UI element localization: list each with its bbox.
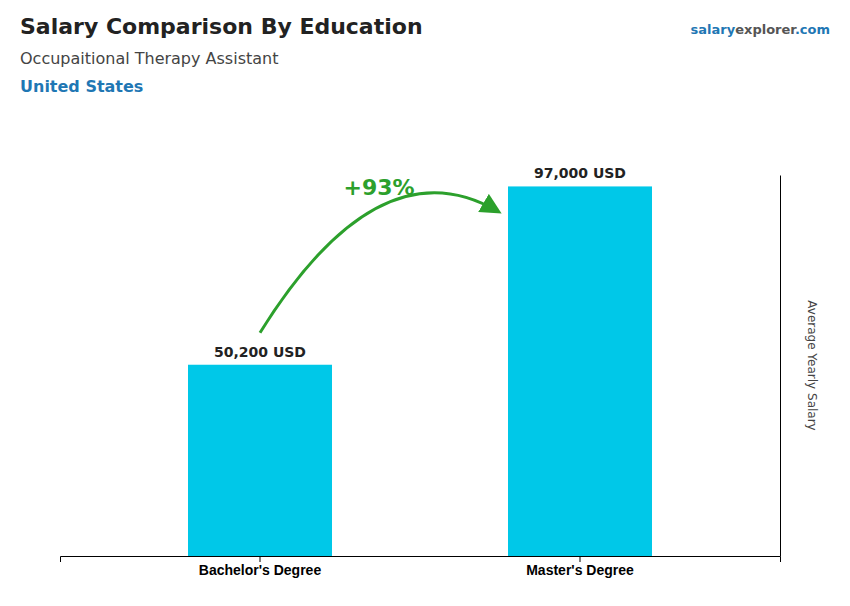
x-tick-label: Bachelor's Degree bbox=[199, 562, 322, 578]
x-tick: Master's Degree bbox=[526, 556, 634, 578]
bar bbox=[508, 186, 652, 556]
y-axis-title: Average Yearly Salary bbox=[805, 300, 819, 430]
data-label: 50,200 USD bbox=[214, 344, 306, 360]
bar bbox=[188, 365, 332, 556]
chart: Salary Comparison By Education Occupaitio… bbox=[0, 0, 850, 606]
data-label: 97,000 USD bbox=[534, 165, 626, 181]
x-axis: Bachelor's Degree Master's Degree bbox=[61, 556, 781, 578]
country: United States bbox=[20, 77, 143, 96]
plot: Bachelor's Degree Master's Degree 50,200 U… bbox=[61, 165, 781, 578]
y-axis bbox=[780, 176, 781, 557]
watermark-part: explorer bbox=[735, 22, 797, 37]
watermark-part: salary bbox=[691, 22, 736, 37]
watermark-part: .com bbox=[795, 22, 830, 37]
x-axis-line bbox=[61, 557, 781, 563]
bars bbox=[188, 186, 652, 556]
title: Salary Comparison By Education bbox=[20, 14, 423, 39]
x-tick: Bachelor's Degree bbox=[199, 556, 322, 578]
data-labels: 50,200 USD 97,000 USD bbox=[214, 165, 626, 359]
subtitle: Occupaitional Therapy Assistant bbox=[20, 49, 278, 68]
x-tick-label: Master's Degree bbox=[526, 562, 634, 578]
y-axis-line bbox=[780, 176, 781, 557]
watermark: salaryexplorer.com bbox=[691, 22, 830, 37]
change-arrow bbox=[260, 193, 498, 333]
change-label: +93% bbox=[343, 175, 414, 200]
